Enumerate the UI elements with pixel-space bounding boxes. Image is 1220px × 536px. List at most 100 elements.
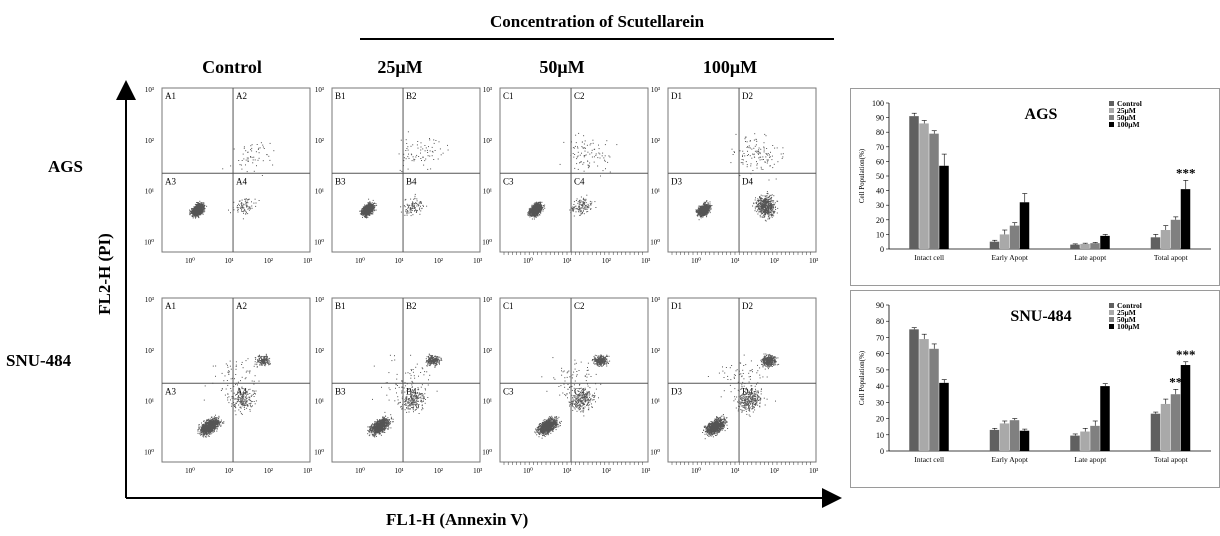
quadrant-label: A1 (165, 91, 176, 101)
x-tick-label: 10² (264, 467, 273, 475)
bar (1170, 219, 1181, 249)
y-tick-label: 10¹ (145, 188, 154, 196)
bar (1180, 365, 1191, 451)
bar-y-tick-label: 100 (872, 99, 884, 108)
bar (939, 165, 949, 249)
bar-chart-ylabel: Cell Population(%) (858, 350, 866, 405)
quadrant-label: C1 (503, 301, 514, 311)
bar (909, 116, 919, 249)
legend-label: 50μM (1117, 113, 1136, 122)
x-tick-label: 10⁰ (355, 257, 365, 265)
bar-y-tick-label: 40 (876, 382, 884, 391)
y-tick-label: 10² (651, 137, 660, 145)
bar-category-label: Total apopt (1154, 455, 1189, 464)
y-tick-label: 10⁰ (144, 239, 154, 247)
significance-annotation: ** (1169, 374, 1182, 389)
quadrant-label: D1 (671, 301, 682, 311)
legend-label: 25μM (1117, 308, 1136, 317)
scatter-panel-r0-c0: A1 A2 A3 A4 10³ 10² 10¹ 10⁰ 10⁰ 10¹ 10² 10³ (144, 86, 312, 265)
y-tick-label: 10³ (483, 86, 492, 94)
scatter-dots (367, 353, 443, 438)
bar-category-label: Late apopt (1074, 455, 1107, 464)
x-tick-label: 10⁰ (185, 257, 195, 265)
quadrant-label: C2 (574, 301, 585, 311)
quadrant-label: C1 (503, 91, 514, 101)
bar-y-tick-label: 70 (876, 333, 884, 342)
x-axis-title: FL1-H (Annexin V) (386, 510, 529, 529)
y-tick-label: 10⁰ (482, 449, 492, 457)
scatter-dots (189, 142, 275, 220)
y-tick-label: 10¹ (483, 398, 492, 406)
bar-y-tick-label: 20 (876, 216, 884, 225)
y-tick-label: 10² (651, 347, 660, 355)
bar-y-tick-label: 60 (876, 157, 884, 166)
x-tick-label: 10¹ (395, 467, 404, 475)
bar-y-tick-label: 0 (880, 447, 884, 456)
x-tick-label: 10⁰ (523, 257, 533, 265)
bar-category-label: Total apopt (1154, 253, 1189, 262)
x-tick-label: 10⁰ (523, 467, 533, 475)
quadrant-label: D3 (671, 176, 682, 186)
bar-chart-ylabel: Cell Population(%) (858, 148, 866, 203)
x-tick-label: 10¹ (225, 467, 234, 475)
bar (909, 329, 919, 451)
bar-y-tick-label: 80 (876, 128, 884, 137)
legend-swatch (1109, 101, 1114, 106)
bar-y-tick-label: 10 (876, 431, 884, 440)
flow-cytometry-grid: A1 A2 A3 A4 10³ 10² 10¹ 10⁰ 10⁰ 10¹ 10² 10³ B1 B2 B3 B4… (116, 80, 842, 508)
snu484-bar-chart-panel: SNU-484 Cell Population(%) 0 10 20 30 40 50 60 70… (850, 290, 1220, 488)
x-tick-label: 10² (434, 467, 443, 475)
bar-y-tick-label: 60 (876, 350, 884, 359)
x-tick-label: 10² (602, 257, 611, 265)
bar (1170, 394, 1181, 451)
x-tick-label: 10⁰ (185, 467, 195, 475)
scatter-panel-r1-c0: A1 A2 A3 A4 10³ 10² 10¹ 10⁰ 10⁰ 10¹ 10² 10³ (144, 296, 312, 475)
x-tick-label: 10¹ (395, 257, 404, 265)
legend-label: 100μM (1117, 120, 1140, 129)
x-tick-label: 10³ (303, 257, 312, 265)
bar-category-label: Intact cell (914, 455, 944, 464)
y-tick-label: 10² (145, 137, 154, 145)
quadrant-label: A1 (165, 301, 176, 311)
bar-y-tick-label: 40 (876, 187, 884, 196)
scatter-panel-r1-c2: C1 C2 C3 C4 10³ 10² 10¹ 10⁰ 10⁰ 10¹ 10² 10³ (482, 296, 650, 475)
y-tick-label: 10⁰ (650, 449, 660, 457)
bar (989, 429, 1000, 451)
column-header-100: 100μM (702, 57, 758, 77)
quadrant-label: C2 (574, 91, 585, 101)
bar-y-tick-label: 30 (876, 201, 884, 210)
scatter-dots (695, 133, 784, 222)
bar (1009, 225, 1020, 249)
y-tick-label: 10⁰ (482, 239, 492, 247)
bar (1090, 425, 1100, 451)
legend-label: 100μM (1117, 322, 1140, 331)
y-tick-label: 10¹ (651, 188, 660, 196)
quadrant-label: B2 (406, 301, 417, 311)
quadrant-label: A4 (236, 176, 247, 186)
x-tick-label: 10³ (641, 257, 650, 265)
bar-y-tick-label: 10 (876, 230, 884, 239)
quadrant-label: A4 (236, 386, 247, 396)
bar (1009, 420, 1020, 451)
x-tick-label: 10¹ (225, 257, 234, 265)
column-header-control: Control (202, 57, 262, 77)
legend-swatch (1109, 310, 1114, 315)
bar (989, 241, 1000, 249)
y-tick-label: 10¹ (145, 398, 154, 406)
x-tick-label: 10³ (473, 467, 482, 475)
bar (1150, 413, 1161, 451)
x-tick-label: 10² (770, 257, 779, 265)
quadrant-label: A2 (236, 301, 247, 311)
row-label-ags: AGS (48, 157, 83, 176)
scatter-panel-r0-c3: D1 D2 D3 D4 10³ 10² 10¹ 10⁰ 10⁰ 10¹ 10² 10³ (650, 86, 818, 265)
quadrant-label: A3 (165, 386, 176, 396)
bar (919, 339, 929, 451)
bar-y-tick-label: 0 (880, 245, 884, 254)
y-tick-label: 10² (483, 137, 492, 145)
x-tick-label: 10¹ (731, 467, 740, 475)
y-tick-label: 10² (145, 347, 154, 355)
ags-bar-chart: AGS Cell Population(%) 0 10 20 30 40 50 60 70 80 90… (858, 99, 1211, 262)
quadrant-label: B2 (406, 91, 417, 101)
